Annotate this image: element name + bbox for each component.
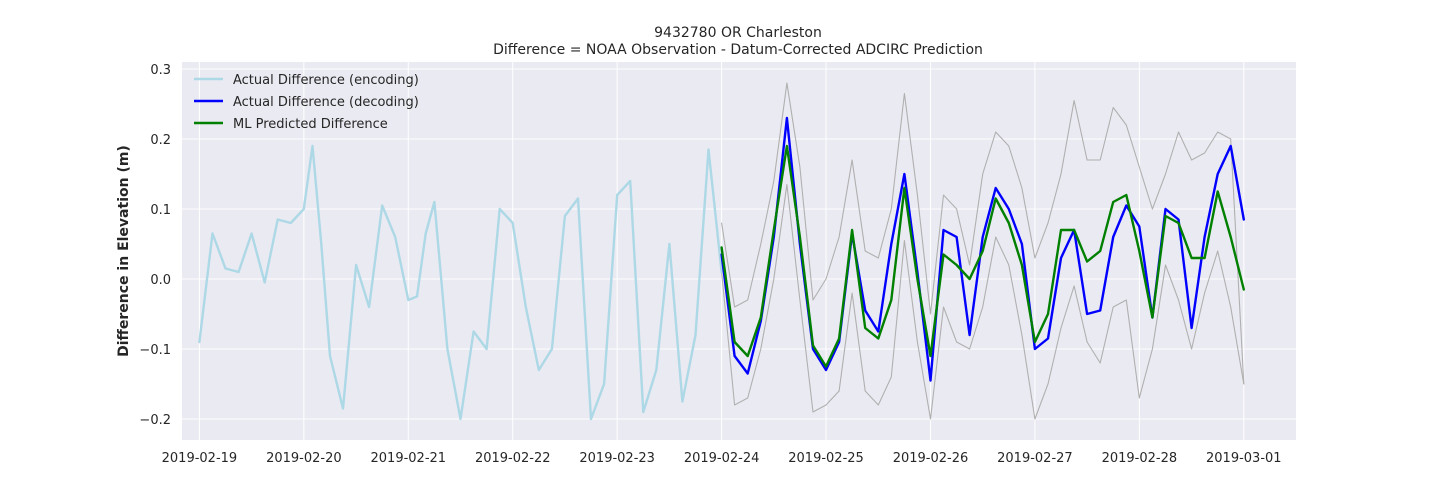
x-tick-label: 2019-02-24 bbox=[684, 451, 760, 466]
legend-label: Actual Difference (encoding) bbox=[233, 73, 419, 88]
y-tick-label: −0.1 bbox=[139, 343, 171, 358]
chart-title-line-2: Difference = NOAA Observation - Datum-Co… bbox=[493, 42, 983, 58]
series-line-actual-difference-encoding bbox=[198, 144, 723, 421]
series-line-ml-predicted-difference bbox=[720, 144, 1246, 368]
x-tick-label: 2019-02-22 bbox=[475, 451, 551, 466]
chart-title-line-1: 9432780 OR Charleston bbox=[654, 25, 822, 41]
x-tick-label: 2019-02-28 bbox=[1102, 451, 1178, 466]
y-tick-label: 0.2 bbox=[150, 133, 171, 148]
x-tick-label: 2019-02-26 bbox=[893, 451, 969, 466]
y-tick-label: −0.2 bbox=[139, 413, 171, 428]
y-tick-label: 0.3 bbox=[150, 63, 171, 78]
x-tick-label: 2019-02-23 bbox=[579, 451, 655, 466]
x-tick-label: 2019-02-21 bbox=[371, 451, 447, 466]
x-tick-label: 2019-02-19 bbox=[162, 451, 238, 466]
x-tick-label: 2019-02-27 bbox=[997, 451, 1073, 466]
y-axis-label: Difference in Elevation (m) bbox=[116, 145, 132, 357]
legend: Actual Difference (encoding) Actual Diffe… bbox=[194, 73, 419, 132]
x-tick-label: 2019-02-25 bbox=[788, 451, 864, 466]
y-tick-label: 0.1 bbox=[150, 203, 171, 218]
y-tick-label: 0.0 bbox=[150, 273, 171, 288]
series-lower-band-line bbox=[721, 183, 1245, 420]
legend-label: Actual Difference (decoding) bbox=[233, 95, 419, 110]
series-upper-band-line bbox=[721, 82, 1245, 385]
legend-label: ML Predicted Difference bbox=[233, 117, 388, 132]
x-tick-label: 2019-03-01 bbox=[1206, 451, 1282, 466]
x-tick-label: 2019-02-20 bbox=[266, 451, 342, 466]
